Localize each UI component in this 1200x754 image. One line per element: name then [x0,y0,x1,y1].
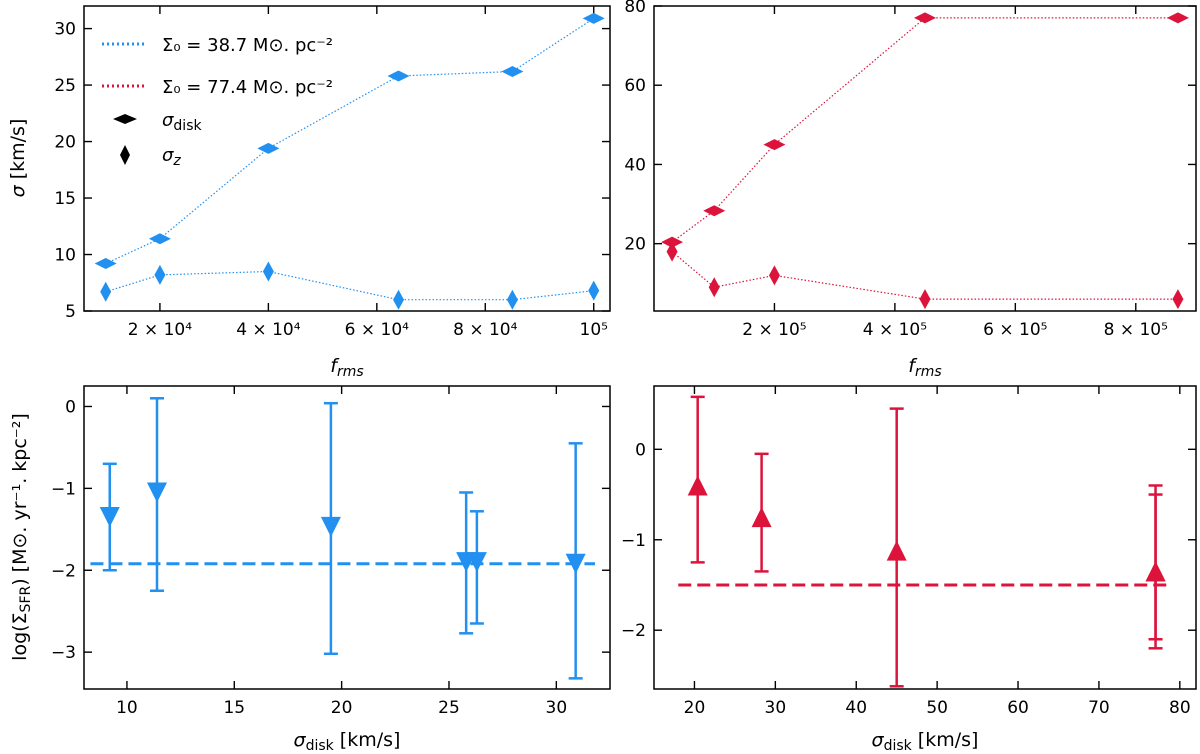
y-tick-label: 0 [65,397,76,417]
x-axis-label: frms [908,355,941,380]
legend-disk-marker [113,114,137,124]
data-point [148,233,171,245]
chart-top_right: 2 × 10⁵ 4 × 10⁵ 6 × 10⁵ 8 × 10⁵ 20 40 60 80 [624,0,1196,340]
legend-red-label: Σ₀ = 77.4 M⊙. pc⁻² [162,77,333,98]
plot-frame [653,385,1197,690]
y-tick-label: −2 [621,621,646,641]
x-tick-label: 80 [1169,698,1191,718]
x-tick-label: 15 [223,698,245,718]
x-tick-label: 25 [438,698,460,718]
plot-frame [83,385,611,690]
x-tick-label: 20 [684,698,706,718]
x-tick-label: 10 [116,698,138,718]
x-tick-label: 30 [546,698,568,718]
y-tick-label: −1 [621,531,646,551]
chart-bottom_left: 10 15 20 25 30 −3 −2 −1 0 [51,386,610,718]
data-point [751,507,772,528]
x-tick-label: 20 [331,698,353,718]
y-axis-label: log(ΣSFR) [M⊙. yr⁻¹. kpc⁻²] [9,413,34,661]
data-point [666,241,678,262]
panel-top-left: frms σ [km/s] [7,5,611,380]
data-point [763,139,786,151]
x-tick-label: 40 [845,698,867,718]
series-line [105,270,594,301]
data-point [100,281,112,302]
y-tick-label: 25 [54,76,76,96]
data-point [466,552,487,573]
y-tick-label: 15 [54,189,76,209]
chart-top_left: 2 × 10⁴ 4 × 10⁴ 6 × 10⁴ 8 × 10⁴ 10⁵ 5 10 15 20 25… [54,6,610,340]
data-point [154,264,166,285]
data-point [393,289,405,310]
data-point [708,277,720,298]
panel-top-right: frms [653,5,1197,380]
y-tick-label: 80 [624,0,646,17]
series-line [105,17,595,265]
y-tick-label: 20 [54,133,76,153]
data-point [768,265,780,286]
y-tick-label: −3 [51,643,76,663]
plot-frame [83,5,611,312]
chart-marks: 2 × 10⁴ 4 × 10⁴ 6 × 10⁴ 8 × 10⁴ 10⁵ 5 10 15 20 25… [51,0,1196,718]
data-point [687,475,708,496]
legend: Σ₀ = 38.7 M⊙. pc⁻² Σ₀ = 77.4 M⊙. pc⁻² σd… [102,35,333,169]
y-tick-label: −1 [51,479,76,499]
y-axis-label: σ [km/s] [7,119,29,198]
x-tick-label: 8 × 10⁵ [1104,320,1168,340]
data-point [506,289,518,310]
data-point [146,482,167,503]
data-point [1166,12,1189,24]
data-point [703,205,726,217]
data-point [582,12,605,24]
legend-blue-label: Σ₀ = 38.7 M⊙. pc⁻² [162,35,333,56]
data-point [886,540,907,561]
data-point [257,142,280,154]
legend-disk-label: σdisk [162,110,202,134]
x-tick-label: 50 [926,698,948,718]
x-tick-label: 6 × 10⁵ [983,320,1047,340]
panel-bottom-left: σdisk [km/s] log(ΣSFR) [M⊙. yr⁻¹. kpc⁻²] [9,385,611,754]
y-tick-label: 10 [54,246,76,266]
x-tick-label: 10⁵ [580,320,608,340]
legend-z-marker [120,145,130,165]
data-point [262,261,274,282]
y-tick-label: 0 [635,440,646,460]
data-point [588,280,600,301]
x-axis-label: σdisk [km/s] [872,729,979,754]
plot-frame [653,5,1197,312]
data-point [1172,289,1184,310]
data-point [914,12,936,24]
data-point [99,507,120,528]
x-tick-label: 60 [1007,698,1029,718]
x-tick-label: 70 [1088,698,1110,718]
series-line [671,17,1178,243]
data-point [1145,561,1166,582]
data-point [387,70,410,82]
data-point [919,289,931,310]
data-point [501,66,524,78]
y-tick-label: 30 [54,20,76,40]
x-tick-label: 4 × 10⁴ [236,320,300,340]
x-tick-label: 6 × 10⁴ [345,320,409,340]
x-tick-label: 4 × 10⁵ [863,320,927,340]
y-tick-label: 40 [624,155,646,175]
legend-z-label: σz [162,145,181,169]
y-tick-label: 20 [624,235,646,255]
data-point [94,258,117,270]
chart-bottom_right: 20 30 40 50 60 70 80 −2 −1 0 [621,386,1196,718]
x-tick-label: 2 × 10⁴ [128,320,192,340]
y-tick-label: −2 [51,561,76,581]
x-tick-label: 8 × 10⁴ [453,320,517,340]
data-point [320,516,341,537]
x-tick-label: 30 [765,698,787,718]
x-tick-label: 2 × 10⁵ [742,320,806,340]
y-tick-label: 5 [65,302,76,322]
panel-bottom-right: σdisk [km/s] [653,385,1197,754]
x-axis-label: σdisk [km/s] [294,729,401,754]
x-axis-label: frms [330,355,363,380]
y-tick-label: 60 [624,76,646,96]
data-point [565,553,586,574]
